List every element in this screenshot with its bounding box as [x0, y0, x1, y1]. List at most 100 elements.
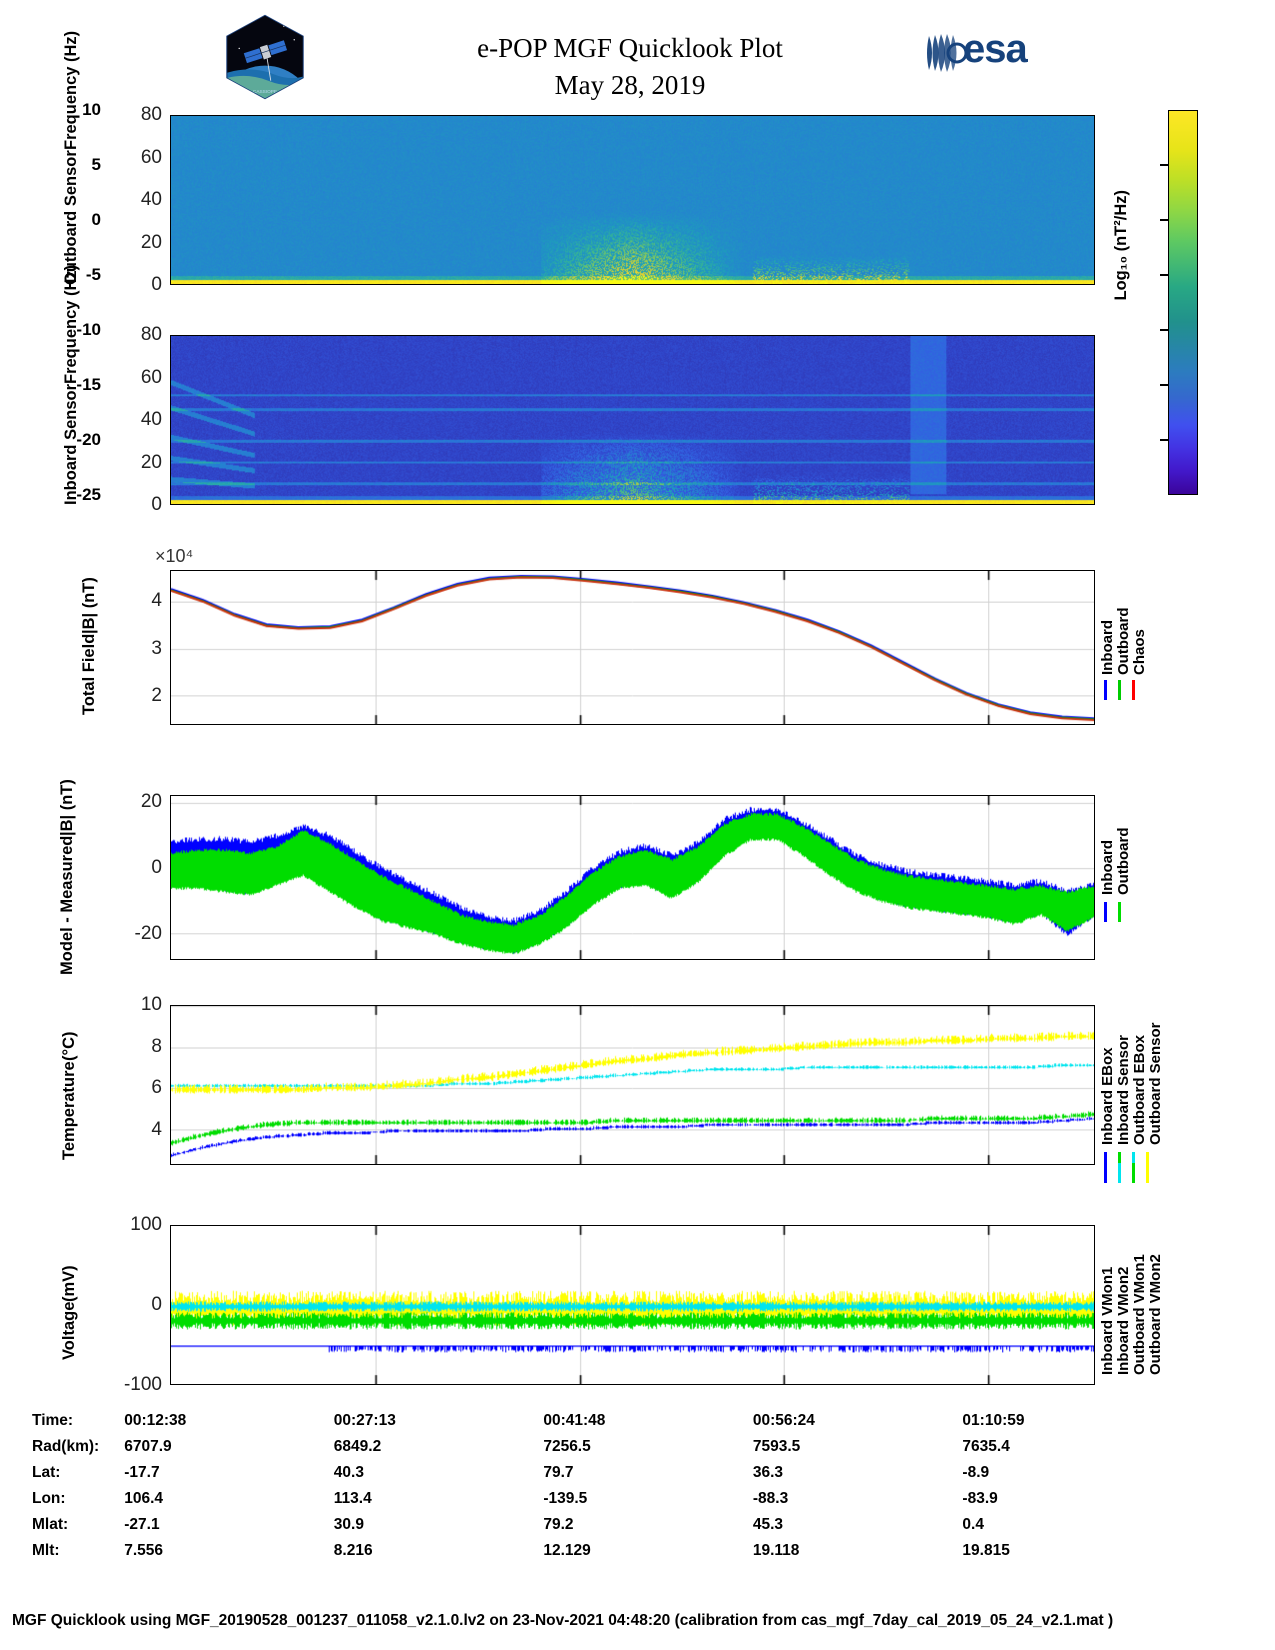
ephemeris-table: Time: 00:12:38 00:27:13 00:41:48 00:56:24 01:…	[0, 1408, 1275, 1564]
colorbar-tick-mark	[1160, 439, 1168, 441]
y-tick-label: 40	[140, 189, 162, 210]
legend-model-measured-swatches	[1104, 902, 1132, 922]
colorbar-tick-mark	[1160, 219, 1168, 221]
ephemeris-row: Time: 00:12:38 00:27:13 00:41:48 00:56:24 01:…	[32, 1408, 1172, 1434]
ephemeris-value: 7635.4	[962, 1438, 1010, 1455]
y-tick-label: -20	[134, 922, 162, 944]
y-tick-label: 20	[140, 231, 162, 253]
legend-label: Outboard VMon1	[1131, 1254, 1148, 1375]
legend-swatch	[1104, 680, 1107, 700]
ephemeris-value: -27.1	[124, 1516, 160, 1533]
y-tick-label: -100	[123, 1374, 162, 1395]
ephemeris-value: 01:10:59	[962, 1412, 1025, 1429]
legend-swatch	[1118, 902, 1121, 922]
legend-swatch	[1118, 680, 1121, 700]
legend-swatch	[1132, 1152, 1135, 1172]
y-tick-label: 4	[151, 590, 162, 611]
outboard-spectrogram-axes[interactable]	[170, 115, 1095, 285]
panel-2-exponent: ×10⁴	[155, 546, 194, 566]
y-tick-label: 60	[140, 366, 162, 388]
colorbar-tick-label: 5	[91, 155, 101, 174]
legend-label: Inboard VMon2	[1115, 1266, 1132, 1375]
colorbar-tick-mark	[1160, 384, 1168, 386]
esa-wordmark: esa	[963, 27, 1028, 71]
ephemeris-row-label: Mlat:	[32, 1516, 69, 1533]
ephemeris-value: 7593.5	[752, 1438, 801, 1455]
voltage-axes[interactable]	[170, 1225, 1095, 1385]
temperature-axes[interactable]	[170, 1005, 1095, 1165]
svg-text:CASSIOPE: CASSIOPE	[253, 89, 277, 95]
model-measured-axes[interactable]	[170, 795, 1095, 960]
y-tick-label: 0	[151, 274, 162, 295]
y-tick-label: 20	[140, 790, 162, 812]
legend-swatch	[1132, 680, 1135, 700]
cassiope-mission-patch: CASSIOPE	[226, 14, 304, 100]
legend-swatch	[1132, 1163, 1135, 1183]
ephemeris-row: Mlt: 7.556 8.216 12.129 19.118 19.815	[32, 1538, 1172, 1564]
ephemeris-value: 00:56:24	[752, 1412, 815, 1429]
colorbar	[1168, 110, 1198, 495]
ephemeris-row-label: Lat:	[32, 1464, 61, 1481]
y-tick-label: 80	[140, 324, 162, 345]
title-date: May 28, 2019	[554, 70, 706, 100]
ephemeris-value: 79.7	[543, 1464, 574, 1481]
total-field-axes[interactable]	[170, 570, 1095, 725]
ephemeris-value: 0.4	[962, 1516, 984, 1533]
colorbar-tick-label: -20	[76, 430, 101, 449]
ephemeris-row-label: Time:	[32, 1412, 74, 1429]
ephemeris-value: 19.815	[962, 1542, 1010, 1559]
ephemeris-value: -88.3	[752, 1490, 789, 1507]
y-tick-label: 0	[151, 1294, 162, 1315]
ephemeris-row-label: Rad(km):	[32, 1438, 100, 1455]
y-tick-label: 80	[140, 104, 162, 125]
y-tick-label: 0	[151, 856, 162, 878]
legend-total-field-swatches	[1104, 680, 1146, 700]
ephemeris-value: 6849.2	[333, 1438, 382, 1455]
y-tick-label: 8	[151, 1035, 162, 1057]
colorbar-tick-label: -10	[76, 320, 101, 339]
colorbar-tick-label: -5	[85, 265, 101, 284]
ephemeris-value: 113.4	[333, 1490, 372, 1507]
page-header: CASSIOPE e-POP MGF Quicklook Plot May 28…	[0, 0, 1275, 110]
y-tick-label: 100	[130, 1214, 162, 1235]
colorbar-tick-label: 0	[91, 210, 101, 229]
legend-swatch	[1146, 1163, 1149, 1183]
ephemeris-value: 12.129	[543, 1542, 591, 1559]
ephemeris-value: 30.9	[333, 1516, 364, 1533]
legend-label: Outboard VMon2	[1147, 1254, 1164, 1375]
ephemeris-value: 7.556	[124, 1542, 164, 1559]
colorbar-gradient	[1168, 110, 1198, 495]
y-tick-label: 0	[151, 494, 162, 515]
ephemeris-row: Rad(km): 6707.9 6849.2 7256.5 7593.5 7635.4	[32, 1434, 1172, 1460]
legend-swatch	[1118, 1152, 1121, 1172]
esa-logo	[927, 34, 968, 72]
y-tick-label: 3	[151, 637, 162, 659]
colorbar-tick-label: 10	[82, 100, 101, 119]
ephemeris-value: 00:12:38	[124, 1412, 187, 1429]
colorbar-tick-mark	[1160, 274, 1168, 276]
inboard-spectrogram-axes[interactable]	[170, 335, 1095, 505]
ephemeris-row: Lon: 106.4 113.4 -139.5 -88.3 -83.9	[32, 1486, 1172, 1512]
legend-voltage-labels: Inboard VMon1 Inboard VMon2 Outboard VMon1…	[1099, 1225, 1164, 1375]
ephemeris-value: -139.5	[543, 1490, 588, 1507]
colorbar-tick-label: -25	[76, 485, 101, 504]
colorbar-tick-label: -15	[76, 375, 101, 394]
colorbar-tick-mark	[1160, 164, 1168, 166]
legend-swatch	[1104, 902, 1107, 922]
legend-temperature-swatches	[1104, 1152, 1160, 1172]
y-tick-label: 6	[151, 1077, 162, 1099]
ephemeris-value: 00:27:13	[333, 1412, 396, 1429]
legend-swatch	[1104, 1163, 1107, 1183]
ephemeris-value: 19.118	[752, 1542, 800, 1559]
colorbar-tick-mark	[1160, 329, 1168, 331]
y-tick-label: 40	[140, 409, 162, 430]
y-tick-label: 20	[140, 451, 162, 473]
ephemeris-value: 106.4	[124, 1490, 164, 1507]
legend-swatch	[1146, 1152, 1149, 1172]
ephemeris-value: 6707.9	[124, 1438, 172, 1455]
